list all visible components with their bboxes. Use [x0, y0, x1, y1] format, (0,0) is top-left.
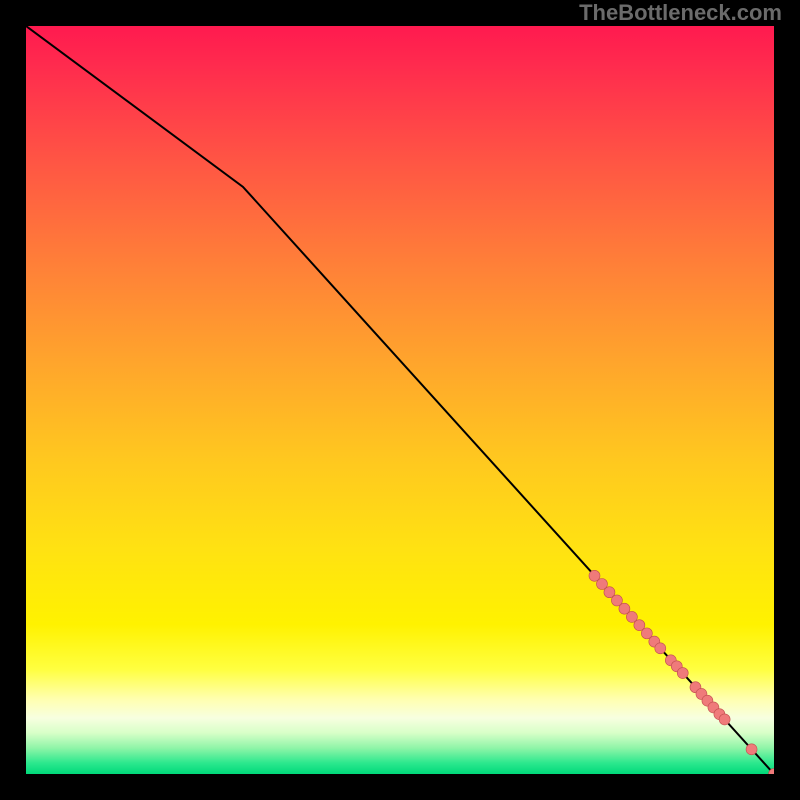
data-point	[719, 714, 730, 725]
data-point	[677, 668, 688, 679]
chart-svg	[26, 26, 774, 774]
bottleneck-curve	[26, 26, 774, 774]
data-point	[655, 643, 666, 654]
data-point	[746, 744, 757, 755]
plot-area	[26, 26, 774, 774]
stage: TheBottleneck.com	[0, 0, 800, 800]
watermark-text: TheBottleneck.com	[579, 0, 782, 26]
